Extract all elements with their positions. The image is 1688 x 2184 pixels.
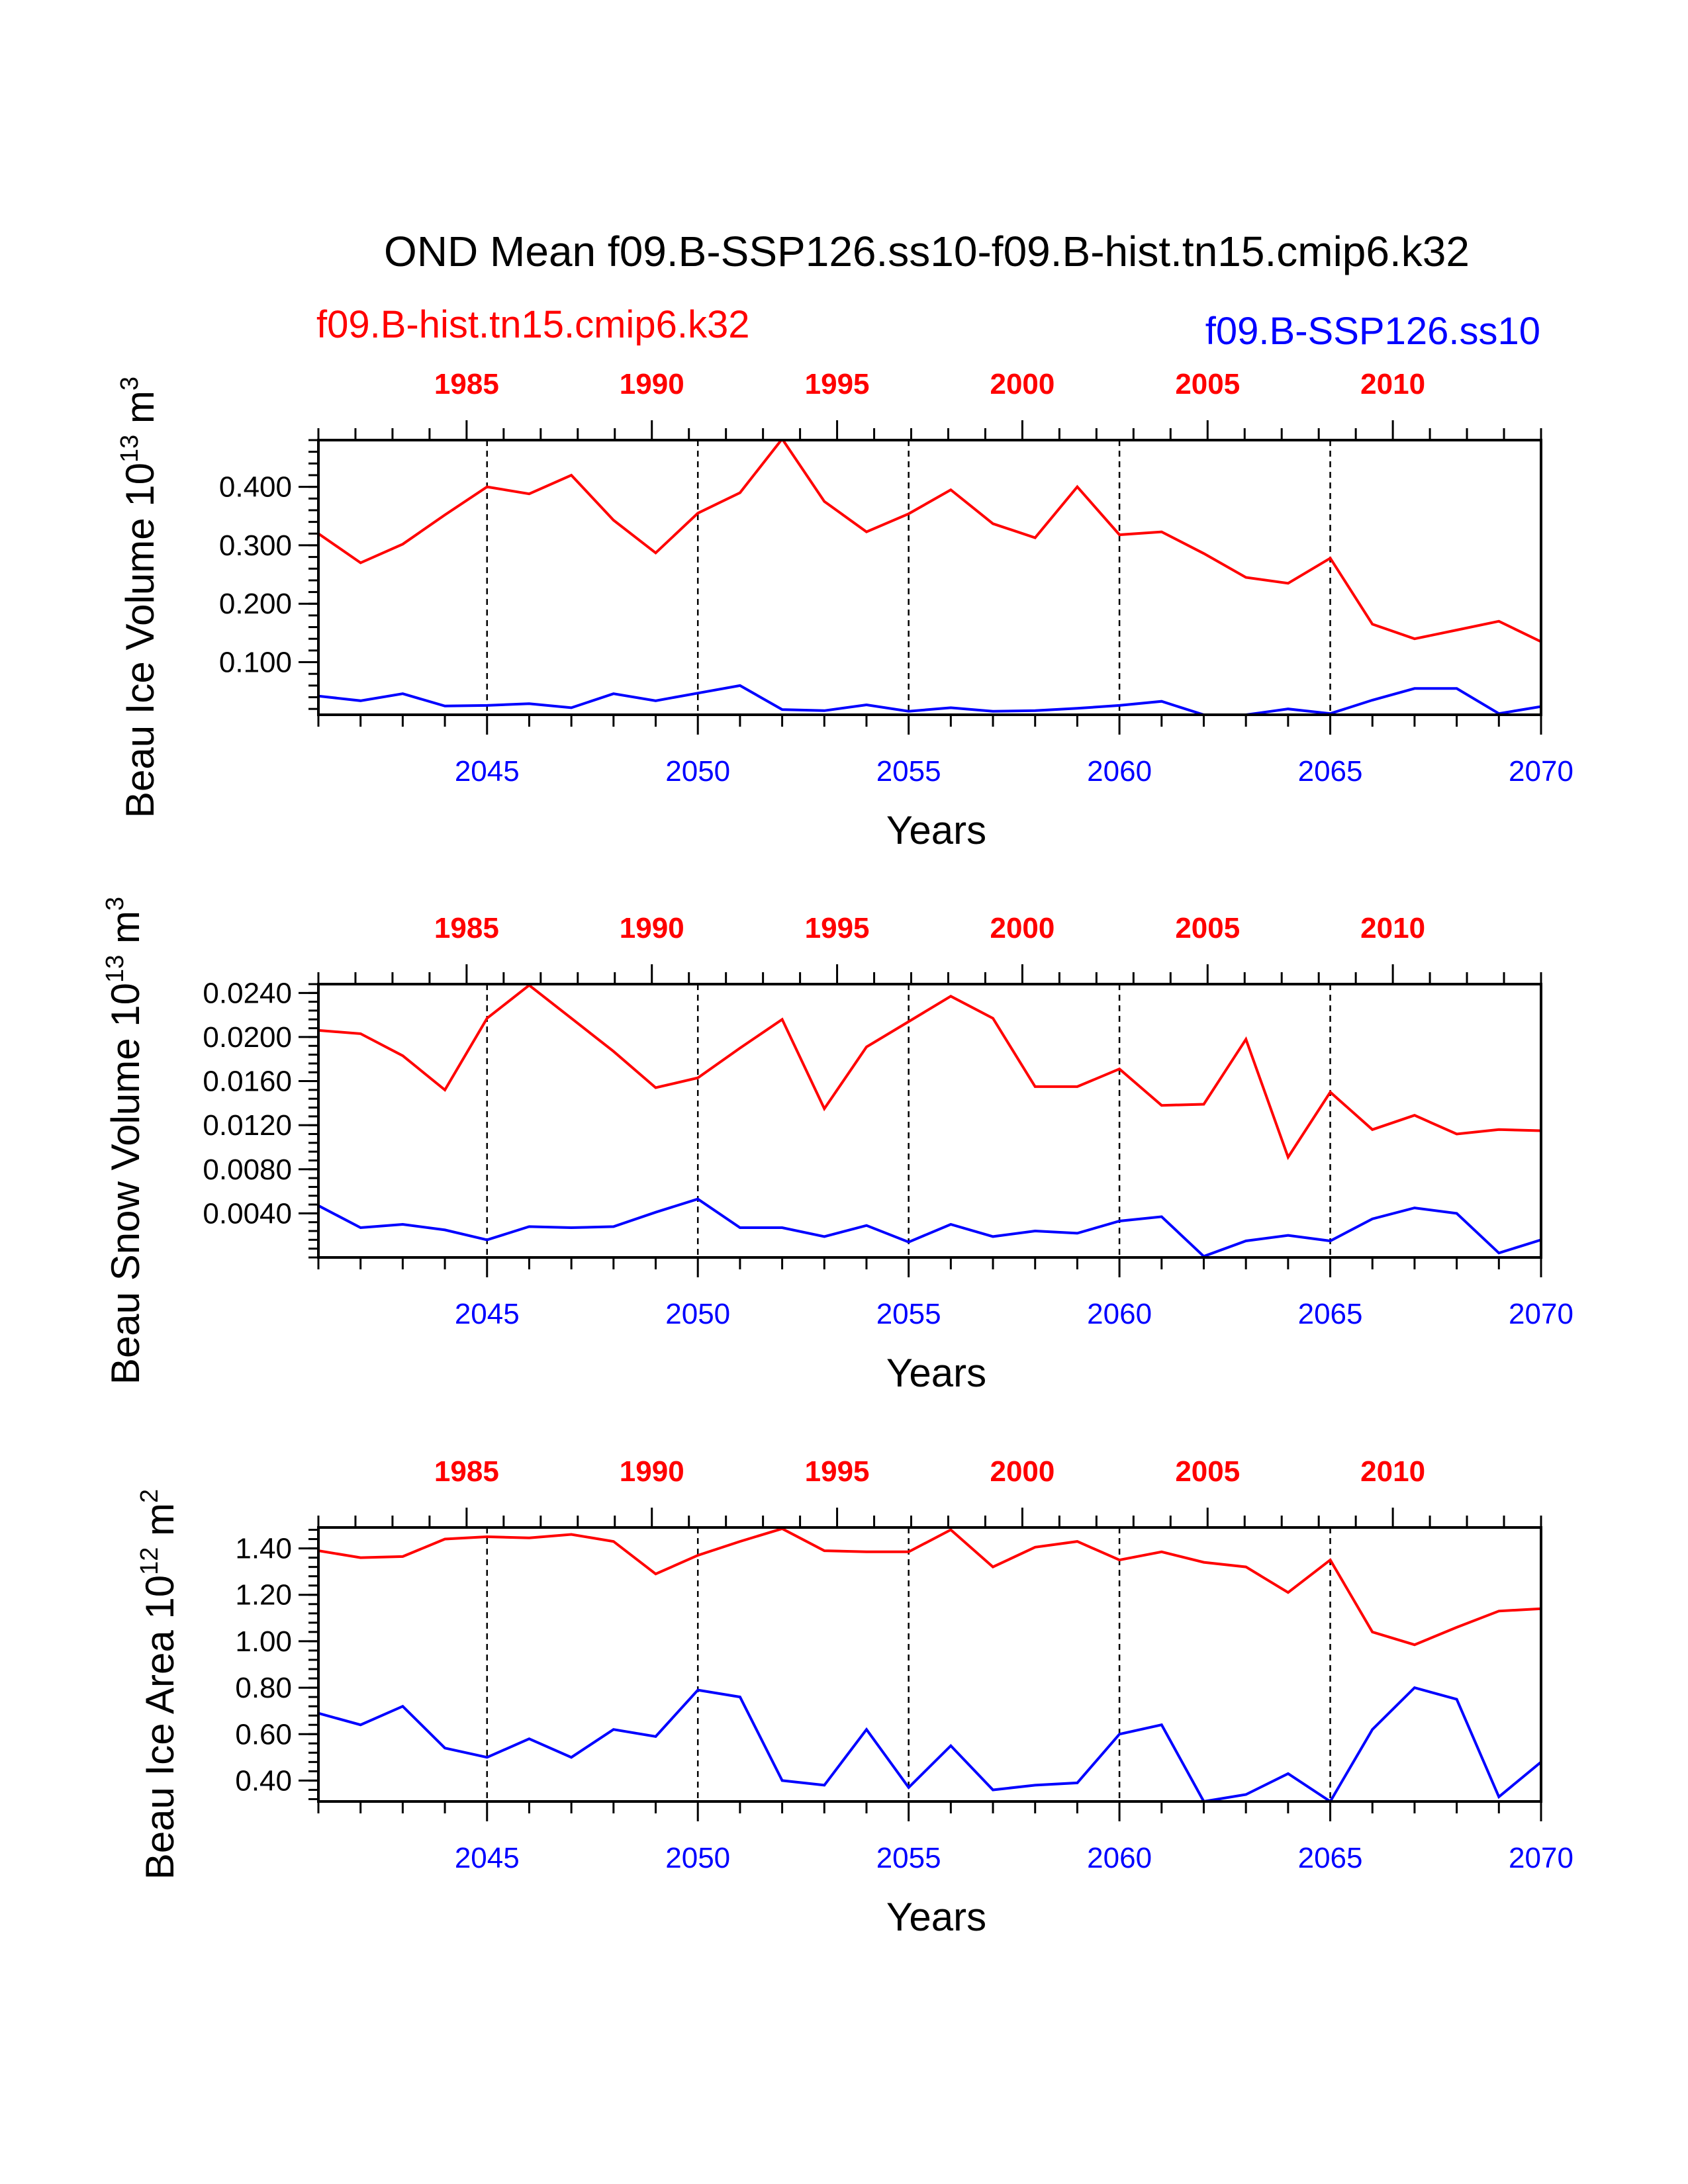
y-axis-title-unit: m — [103, 911, 148, 955]
x-axis-title: Years — [886, 1895, 986, 1939]
x-bottom-tick-label: 2065 — [1298, 1298, 1363, 1330]
y-tick-label: 0.0240 — [203, 977, 292, 1009]
x-top-tick-label: 2005 — [1175, 368, 1240, 400]
y-tick-label: 0.0160 — [203, 1066, 292, 1098]
x-bottom-tick-label: 2055 — [876, 755, 941, 788]
x-top-tick-label: 1995 — [805, 1455, 870, 1488]
x-top-tick-label: 2000 — [990, 1455, 1055, 1488]
x-bottom-tick-label: 2070 — [1509, 1298, 1573, 1330]
y-tick-label: 0.40 — [235, 1764, 292, 1797]
y-axis-title: Beau Ice Volume 1013 m3 — [116, 377, 162, 818]
x-bottom-tick-label: 2060 — [1087, 1842, 1152, 1874]
x-top-tick-label: 2010 — [1360, 368, 1425, 400]
x-top-tick-label: 2010 — [1360, 1455, 1425, 1488]
y-tick-label: 0.80 — [235, 1672, 292, 1704]
y-tick-label: 1.00 — [235, 1625, 292, 1658]
x-bottom-tick-label: 2050 — [665, 1842, 730, 1874]
y-tick-label: 0.100 — [219, 647, 292, 679]
plot-frame — [317, 1526, 1542, 1803]
x-top-tick-label: 2000 — [990, 912, 1055, 944]
x-bottom-tick-label: 2060 — [1087, 1298, 1152, 1330]
y-tick-label: 0.400 — [219, 471, 292, 504]
chart-panel-2: 0.0040 0.0080 0.0120 0.0160 0.0200 0.0240 2045… — [101, 897, 1573, 1395]
series-line-ssp — [318, 1197, 1541, 1257]
y-tick-label: 0.0040 — [203, 1197, 292, 1230]
x-top-tick-label: 2010 — [1360, 912, 1425, 944]
y-axis-title-unit-exponent: 3 — [101, 897, 129, 911]
y-axis-title-exponent: 13 — [101, 955, 129, 983]
y-tick-label: 0.300 — [219, 529, 292, 562]
y-axis-title-unit: m — [118, 390, 162, 435]
x-top-tick-label: 1990 — [620, 912, 684, 944]
series-line-hist — [318, 1527, 1541, 1647]
plot-frame — [317, 439, 1542, 716]
y-axis-title-exponent: 12 — [136, 1547, 164, 1575]
y-tick-label: 0.200 — [219, 588, 292, 620]
y-tick-label: 1.40 — [235, 1533, 292, 1565]
y-axis-title-text: Beau Ice Volume 10 — [118, 463, 162, 818]
y-axis-title-unit-exponent: 2 — [136, 1489, 164, 1503]
series-line-hist — [318, 984, 1541, 1160]
plot-frame — [317, 983, 1542, 1259]
x-bottom-tick-label: 2065 — [1298, 1842, 1363, 1874]
x-bottom-tick-label: 2050 — [665, 1298, 730, 1330]
y-axis-title-unit-exponent: 3 — [116, 377, 144, 390]
y-axis-title-unit: m — [138, 1503, 182, 1547]
x-bottom-tick-label: 2070 — [1509, 1842, 1573, 1874]
x-axis-title: Years — [886, 1351, 986, 1395]
y-tick-label: 0.60 — [235, 1718, 292, 1751]
y-tick-label: 0.0200 — [203, 1021, 292, 1054]
y-axis-title: Beau Ice Area 1012 m2 — [136, 1489, 182, 1880]
series-line-ssp — [318, 684, 1541, 715]
series-line-ssp — [318, 1686, 1541, 1801]
y-tick-label: 1.20 — [235, 1579, 292, 1612]
x-bottom-tick-label: 2045 — [455, 1298, 520, 1330]
chart-title: OND Mean f09.B-SSP126.ss10-f09.B-hist.tn… — [384, 228, 1470, 275]
x-bottom-tick-label: 2070 — [1509, 755, 1573, 788]
x-top-tick-label: 1990 — [620, 368, 684, 400]
x-bottom-tick-label: 2045 — [455, 1842, 520, 1874]
x-top-tick-label: 2005 — [1175, 912, 1240, 944]
x-bottom-tick-label: 2050 — [665, 755, 730, 788]
y-axis-title-text: Beau Snow Volume 10 — [103, 983, 148, 1385]
x-top-tick-label: 1985 — [434, 1455, 499, 1488]
chart-panel-3: 0.40 0.60 0.80 1.00 1.20 1.40 2045 2050 2055 2060… — [136, 1455, 1573, 1939]
y-axis-title: Beau Snow Volume 1013 m3 — [101, 897, 148, 1385]
series-line-hist — [318, 440, 1541, 643]
x-top-tick-label: 1995 — [805, 368, 870, 400]
x-bottom-tick-label: 2055 — [876, 1842, 941, 1874]
legend-ssp-label: f09.B-SSP126.ss10 — [1205, 310, 1540, 353]
x-bottom-tick-label: 2045 — [455, 755, 520, 788]
x-top-tick-label: 2000 — [990, 368, 1055, 400]
x-axis-title: Years — [886, 808, 986, 852]
x-top-tick-label: 1985 — [434, 912, 499, 944]
y-tick-label: 0.0080 — [203, 1154, 292, 1186]
x-top-tick-label: 2005 — [1175, 1455, 1240, 1488]
chart-panel-1: 0.100 0.200 0.300 0.400 2045 2050 2055 2060 2065… — [116, 368, 1573, 852]
x-top-tick-label: 1995 — [805, 912, 870, 944]
panels: 0.100 0.200 0.300 0.400 2045 2050 2055 2060 2065… — [101, 368, 1573, 1939]
legend-hist-label: f09.B-hist.tn15.cmip6.k32 — [316, 303, 749, 346]
x-top-tick-label: 1990 — [620, 1455, 684, 1488]
y-axis-title-exponent: 13 — [116, 435, 144, 463]
x-bottom-tick-label: 2060 — [1087, 755, 1152, 788]
x-top-tick-label: 1985 — [434, 368, 499, 400]
y-tick-label: 0.0120 — [203, 1109, 292, 1142]
y-axis-title-text: Beau Ice Area 10 — [138, 1575, 182, 1880]
x-bottom-tick-label: 2065 — [1298, 755, 1363, 788]
x-bottom-tick-label: 2055 — [876, 1298, 941, 1330]
